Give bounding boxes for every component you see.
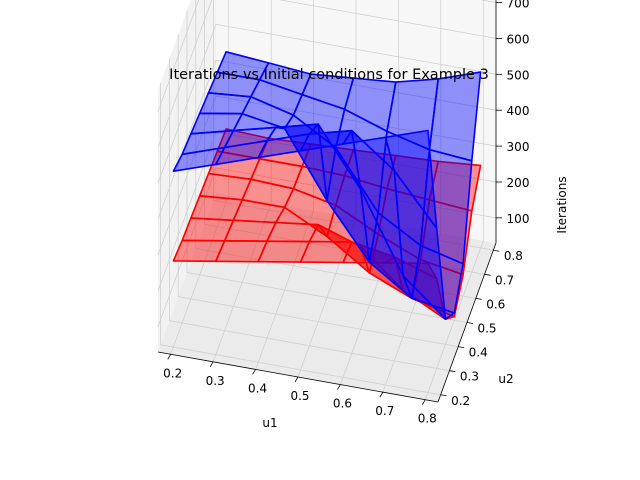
y-tick xyxy=(458,346,465,348)
grid-line-y xyxy=(195,0,476,299)
y-tick xyxy=(466,322,474,324)
z-axis-label: Iterations xyxy=(555,176,569,233)
grid-line-x xyxy=(382,0,442,393)
x-tick xyxy=(421,399,426,405)
axis-lines xyxy=(157,0,502,405)
y-tick-label: 0.7 xyxy=(495,273,514,287)
x-tick xyxy=(294,376,299,383)
surfaces xyxy=(172,50,482,321)
x-tick xyxy=(379,391,384,398)
x-axis-label: u1 xyxy=(262,416,277,430)
y-tick xyxy=(484,273,491,276)
grid-line-y xyxy=(177,34,459,347)
x-tick xyxy=(167,354,172,360)
grid-line-x xyxy=(297,0,357,378)
grid-line-z xyxy=(157,167,497,328)
surface-blue xyxy=(172,50,482,321)
tick-labels: 0.2 0.3 0.4 0.5 0.6 0.7 0.8 0.2 0.3 0.4 0.5 0.6 0.7 0… xyxy=(163,0,529,426)
y-axis-label: u2 xyxy=(498,372,513,386)
x-tick-label: 0.8 xyxy=(418,412,437,426)
grid-line-x xyxy=(424,0,484,400)
grid-line-z xyxy=(157,95,497,256)
z-tick-label: 600 xyxy=(507,32,530,46)
z-tick-label: 400 xyxy=(507,104,530,118)
z-tick-label: 500 xyxy=(507,68,530,82)
x-tick xyxy=(209,361,214,368)
y-tick xyxy=(440,394,447,397)
y-tick-label: 0.2 xyxy=(451,394,470,408)
z-tick-label: 700 xyxy=(507,0,530,11)
y-tick xyxy=(475,298,482,300)
x-tick-label: 0.3 xyxy=(206,374,225,388)
x-tick xyxy=(252,369,256,375)
grid-line-y xyxy=(160,82,441,396)
grid-line-z xyxy=(157,59,497,220)
y-tick xyxy=(493,249,500,252)
grid-line-z xyxy=(157,0,497,148)
x-tick-label: 0.6 xyxy=(333,397,352,411)
z-tick-label: 200 xyxy=(507,176,530,190)
grid-lines xyxy=(157,0,497,400)
grid-line-z xyxy=(157,0,497,112)
y-tick xyxy=(449,370,456,373)
grid-line-z xyxy=(157,23,497,184)
surface-cell xyxy=(384,255,438,280)
y-tick-label: 0.4 xyxy=(469,346,488,360)
y-tick-label: 0.3 xyxy=(460,370,479,384)
grid-line-x xyxy=(170,0,230,355)
z-tick-label: 300 xyxy=(507,140,530,154)
chart-title: Iterations vs Initial conditions for Exa… xyxy=(169,67,489,83)
x-tick-label: 0.4 xyxy=(248,381,267,395)
x-tick-label: 0.7 xyxy=(375,404,394,418)
y-tick-label: 0.5 xyxy=(477,322,496,336)
grid-line-y xyxy=(168,58,450,372)
grid-line-y xyxy=(186,10,468,323)
grid-line-x xyxy=(212,0,272,362)
grid-line-x xyxy=(255,0,315,370)
z-tick-label: 100 xyxy=(507,212,530,226)
x-tick-label: 0.5 xyxy=(290,389,309,403)
y-tick-label: 0.6 xyxy=(486,297,505,311)
grid-line-y xyxy=(204,0,485,275)
y-tick-label: 0.8 xyxy=(504,249,523,263)
x-tick-label: 0.2 xyxy=(163,366,182,380)
surface-cell xyxy=(428,71,482,162)
x-tick xyxy=(337,384,341,390)
surface-cell xyxy=(384,129,438,230)
